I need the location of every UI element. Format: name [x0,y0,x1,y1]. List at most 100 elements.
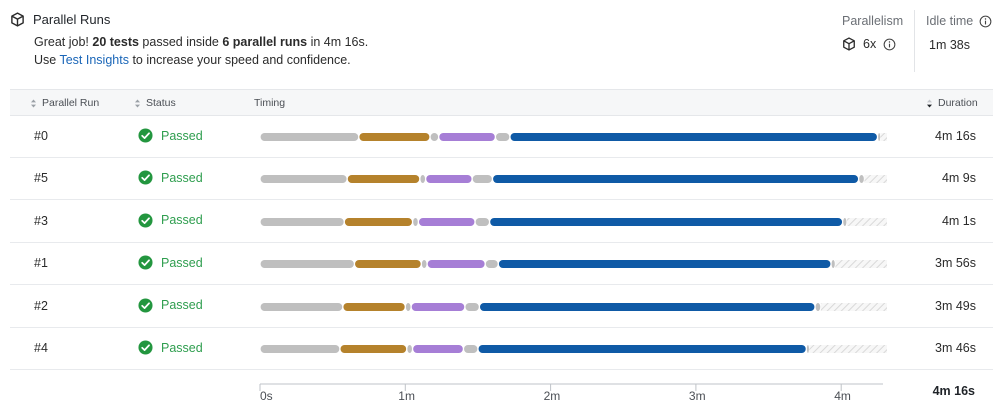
timing-segment-purple[interactable] [427,260,485,269]
status-label: Passed [161,298,203,313]
table-row[interactable]: #5 Passed 4m 9s [10,158,993,201]
timing-segment-orange[interactable] [347,175,420,184]
table-row[interactable]: #2 Passed 3m 49s [10,286,993,328]
timing-bar-chart [260,302,887,311]
column-header-status[interactable]: Status [134,97,176,109]
timing-segment-gray[interactable] [260,302,343,311]
timing-segment-gray[interactable] [475,217,489,226]
timing-segment-gray[interactable] [859,175,864,184]
check-circle-icon [138,255,153,270]
sort-icon [134,98,141,108]
parallelism-label: Parallelism [842,14,904,28]
column-header-duration[interactable]: Duration [926,97,978,109]
timing-segment-gray[interactable] [831,260,835,269]
status-label: Passed [161,213,203,228]
runs-count: 6 parallel runs [222,35,308,49]
idle-time-value: 1m 38s [929,38,970,52]
timing-segment-gray[interactable] [407,345,412,353]
axis-tick-label: 1m [398,389,415,403]
timing-segment-purple[interactable] [413,345,463,353]
timing-segment-blue[interactable] [480,302,815,311]
sort-desc-icon [926,98,933,108]
timing-segment-purple[interactable] [439,133,495,141]
timing-bar-chart [260,175,887,184]
status-label: Passed [161,340,203,355]
summary-message: Great job! 20 tests passed inside 6 para… [34,35,369,49]
status-label: Passed [161,255,203,270]
status-cell: Passed [138,340,203,355]
timing-bar-chart [260,217,887,226]
timing-segment-gray[interactable] [843,217,847,226]
timing-segment-gray[interactable] [485,260,498,269]
table-row[interactable]: #4 Passed 3m 46s [10,328,993,370]
timing-segment-gray[interactable] [878,133,881,141]
timing-segment-gray[interactable] [260,260,354,269]
status-cell: Passed [138,298,203,313]
timing-segment-gray[interactable] [413,217,418,226]
timing-segment-gray[interactable] [815,302,821,311]
cube-icon [11,12,24,27]
timing-segment-blue[interactable] [493,175,859,184]
timing-segment-blue[interactable] [510,133,877,141]
parallelism-value: 6x [842,37,896,51]
timing-segment-gray[interactable] [260,217,344,226]
timing-segment-gray[interactable] [806,345,809,353]
axis-tick-label: 4m [834,389,851,403]
info-icon[interactable] [979,15,992,28]
timing-segment-gray[interactable] [260,133,359,141]
idle-remainder [880,133,887,141]
timing-segment-orange[interactable] [359,133,430,141]
parallel-run-id: #2 [34,298,48,313]
timing-segment-orange[interactable] [343,302,405,311]
axis-tick-label: 0s [260,389,273,403]
timing-segment-gray[interactable] [464,345,478,353]
timing-segment-blue[interactable] [498,260,831,269]
timing-segment-gray[interactable] [421,260,427,269]
check-circle-icon [138,170,153,185]
tests-count: 20 tests [92,35,139,49]
info-icon[interactable] [883,38,896,51]
status-label: Passed [161,170,203,185]
timing-segment-gray[interactable] [260,175,347,184]
check-circle-icon [138,340,153,355]
parallel-run-id: #3 [34,213,48,228]
duration-value: 3m 49s [935,298,976,313]
timing-segment-gray[interactable] [430,133,439,141]
timing-segment-blue[interactable] [490,217,843,226]
parallel-run-id: #0 [34,129,48,143]
table-row[interactable]: #0 Passed 4m 16s [10,116,993,158]
table-header: Parallel Run Status Timing Duration [10,89,993,116]
column-header-parallel-run[interactable]: Parallel Run [30,97,99,109]
duration-value: 3m 46s [935,341,976,355]
timing-segment-gray[interactable] [465,302,479,311]
cube-icon [843,37,855,51]
timing-segment-gray[interactable] [405,302,411,311]
test-insights-link[interactable]: Test Insights [59,53,129,67]
duration-value: 4m 16s [935,129,976,143]
table-row[interactable]: #3 Passed 4m 1s [10,201,993,243]
timing-segment-blue[interactable] [478,345,806,353]
metrics-divider [914,10,915,72]
total-duration: 4m 16s [932,384,975,398]
check-circle-icon [138,213,153,228]
timing-segment-orange[interactable] [344,217,412,226]
status-cell: Passed [138,170,203,185]
idle-remainder [847,217,887,226]
timing-segment-purple[interactable] [418,217,475,226]
column-header-timing: Timing [254,97,286,109]
duration-value: 4m 9s [941,171,976,186]
timing-segment-gray[interactable] [260,345,340,353]
timing-segment-orange[interactable] [355,260,421,269]
timing-segment-gray[interactable] [472,175,492,184]
timing-segment-gray[interactable] [420,175,426,184]
idle-remainder [864,175,887,184]
timing-segment-gray[interactable] [495,133,510,141]
timing-segment-purple[interactable] [426,175,472,184]
insights-message: Use Test Insights to increase your speed… [34,53,351,67]
timing-bar-chart [260,260,887,269]
timing-segment-orange[interactable] [340,345,407,353]
timing-bar-chart [260,133,887,141]
timing-axis: 0s 1m 2m 3m 4m [259,383,883,403]
timing-segment-purple[interactable] [411,302,465,311]
table-row[interactable]: #1 Passed 3m 56s [10,243,993,286]
